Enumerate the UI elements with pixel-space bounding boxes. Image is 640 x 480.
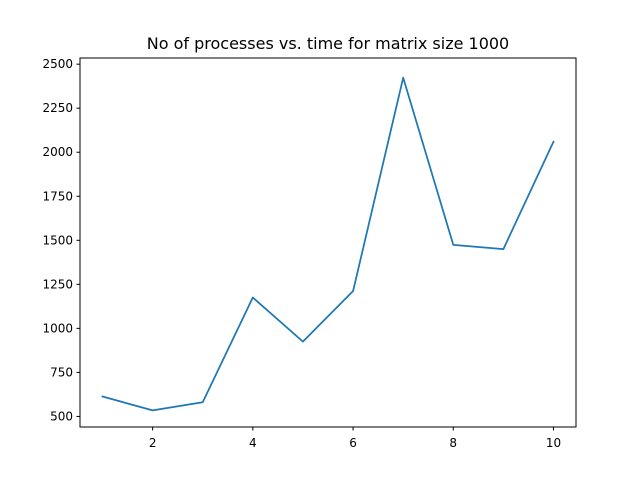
y-tick-label: 1000 <box>42 321 73 335</box>
chart-title: No of processes vs. time for matrix size… <box>147 34 509 53</box>
y-tick-label: 2500 <box>42 57 73 71</box>
y-tick-label: 1250 <box>42 277 73 291</box>
x-axis-ticks: 2 4 6 8 10 <box>149 427 561 450</box>
plot-series <box>101 76 555 412</box>
x-tick-label: 2 <box>149 436 157 450</box>
x-tick-label: 8 <box>449 436 457 450</box>
x-tick-label: 10 <box>546 436 561 450</box>
y-tick-label: 1750 <box>42 189 73 203</box>
x-tick-label: 6 <box>349 436 357 450</box>
y-tick-label: 2250 <box>42 101 73 115</box>
x-tick-label: 4 <box>249 436 257 450</box>
y-axis-ticks: 500 750 1000 1250 1500 1750 2000 2250 2500 <box>42 57 80 423</box>
y-tick-label: 1500 <box>42 233 73 247</box>
y-tick-label: 2000 <box>42 145 73 159</box>
y-tick-label: 750 <box>50 365 73 379</box>
plot-area-frame <box>79 57 577 428</box>
series-line <box>101 76 555 412</box>
y-tick-label: 500 <box>50 409 73 423</box>
